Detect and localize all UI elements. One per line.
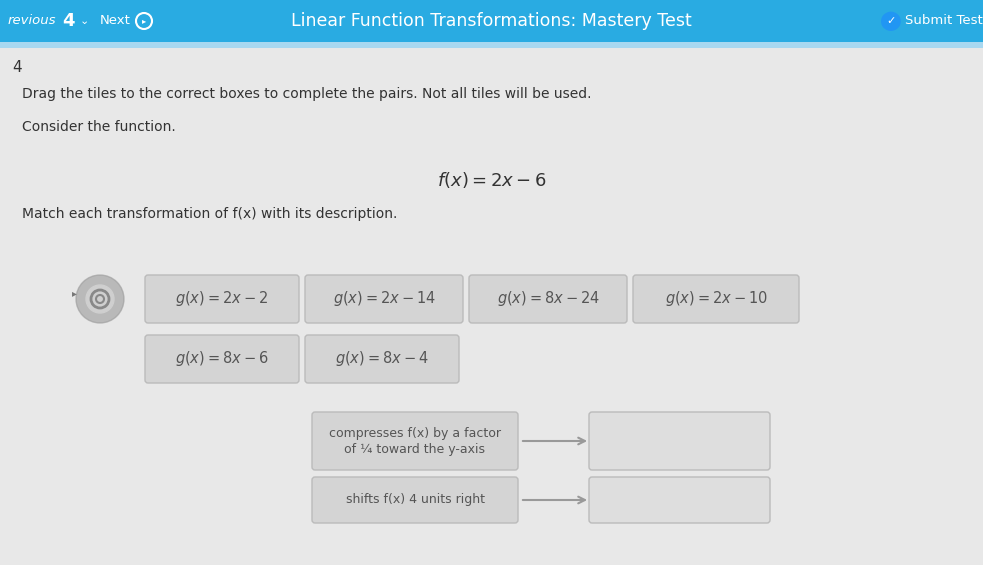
Text: Match each transformation of f(x) with its description.: Match each transformation of f(x) with i…	[22, 207, 397, 221]
Text: ⬤: ⬤	[880, 11, 902, 31]
Text: ✓: ✓	[887, 16, 896, 26]
FancyBboxPatch shape	[305, 335, 459, 383]
Text: $g(x) = 8x - 6$: $g(x) = 8x - 6$	[175, 350, 268, 368]
Text: $f(x) = 2x - 6$: $f(x) = 2x - 6$	[436, 170, 547, 190]
FancyBboxPatch shape	[589, 412, 770, 470]
Text: ⌄: ⌄	[80, 16, 89, 26]
Circle shape	[86, 285, 114, 313]
FancyBboxPatch shape	[469, 275, 627, 323]
FancyBboxPatch shape	[145, 335, 299, 383]
Circle shape	[76, 275, 124, 323]
FancyBboxPatch shape	[0, 42, 983, 48]
Text: Linear Function Transformations: Mastery Test: Linear Function Transformations: Mastery…	[291, 12, 692, 30]
Text: 4: 4	[62, 12, 75, 30]
Text: compresses f(x) by a factor: compresses f(x) by a factor	[329, 427, 501, 440]
Text: shifts f(x) 4 units right: shifts f(x) 4 units right	[345, 493, 485, 506]
Text: $g(x) = 2x - 2$: $g(x) = 2x - 2$	[175, 289, 268, 308]
Text: $g(x) = 2x - 14$: $g(x) = 2x - 14$	[332, 289, 435, 308]
Text: Next: Next	[100, 15, 131, 28]
Text: ▸: ▸	[142, 16, 146, 25]
FancyBboxPatch shape	[312, 412, 518, 470]
Text: Submit Test: Submit Test	[905, 15, 983, 28]
Text: revious: revious	[8, 15, 56, 28]
Text: Consider the function.: Consider the function.	[22, 120, 176, 134]
Text: $g(x) = 8x - 24$: $g(x) = 8x - 24$	[496, 289, 600, 308]
FancyBboxPatch shape	[589, 477, 770, 523]
Text: ▸: ▸	[72, 288, 77, 298]
FancyBboxPatch shape	[305, 275, 463, 323]
FancyBboxPatch shape	[312, 477, 518, 523]
FancyBboxPatch shape	[0, 0, 983, 42]
Text: Drag the tiles to the correct boxes to complete the pairs. Not all tiles will be: Drag the tiles to the correct boxes to c…	[22, 87, 592, 101]
Text: $g(x) = 8x - 4$: $g(x) = 8x - 4$	[335, 350, 429, 368]
FancyBboxPatch shape	[633, 275, 799, 323]
FancyBboxPatch shape	[0, 48, 983, 565]
FancyBboxPatch shape	[145, 275, 299, 323]
Text: 4: 4	[12, 60, 22, 75]
Text: of ¼ toward the y-axis: of ¼ toward the y-axis	[344, 444, 486, 457]
Text: $g(x) = 2x - 10$: $g(x) = 2x - 10$	[665, 289, 768, 308]
